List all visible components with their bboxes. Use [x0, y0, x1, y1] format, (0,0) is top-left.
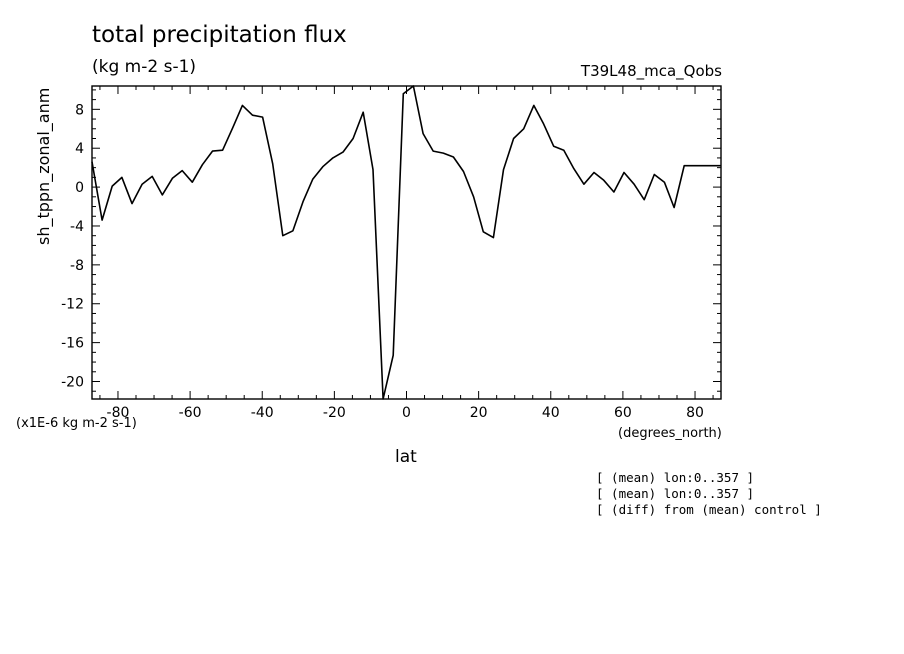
x-tick-label: -80 [107, 405, 130, 421]
x-tick-label: -40 [251, 405, 274, 421]
x-tick-label: 0 [402, 405, 411, 421]
dataset-label: T39L48_mca_Qobs [580, 62, 722, 80]
y-tick-label: 0 [75, 180, 84, 196]
units-label: (kg m-2 s-1) [92, 57, 197, 77]
y-tick-label: -20 [61, 375, 84, 391]
x-tick-label: 40 [542, 405, 560, 421]
note-line: [ (diff) from (mean) control ] [596, 502, 822, 517]
y-tick-label: 8 [75, 102, 84, 118]
note-line: [ (mean) lon:0..357 ] [596, 486, 755, 501]
x-tick-label: -60 [179, 405, 202, 421]
x-units-label: (degrees_north) [618, 426, 722, 441]
x-tick-label: 60 [614, 405, 632, 421]
y-tick-label: -16 [61, 336, 84, 352]
scale-factor-label: (x1E-6 kg m-2 s-1) [16, 416, 137, 431]
y-tick-label: 4 [75, 141, 84, 157]
x-tick-label: 20 [470, 405, 488, 421]
chart-title: total precipitation flux [92, 22, 347, 48]
x-axis-label: lat [395, 447, 417, 467]
series-line [91, 85, 721, 400]
note-line: [ (mean) lon:0..357 ] [596, 470, 755, 485]
y-tick-label: -8 [70, 258, 84, 274]
y-tick-label: -4 [70, 219, 84, 235]
x-tick-label: -20 [323, 405, 346, 421]
x-tick-label: 80 [686, 405, 704, 421]
plot-frame [91, 85, 722, 400]
y-tick-label: -12 [61, 297, 84, 313]
